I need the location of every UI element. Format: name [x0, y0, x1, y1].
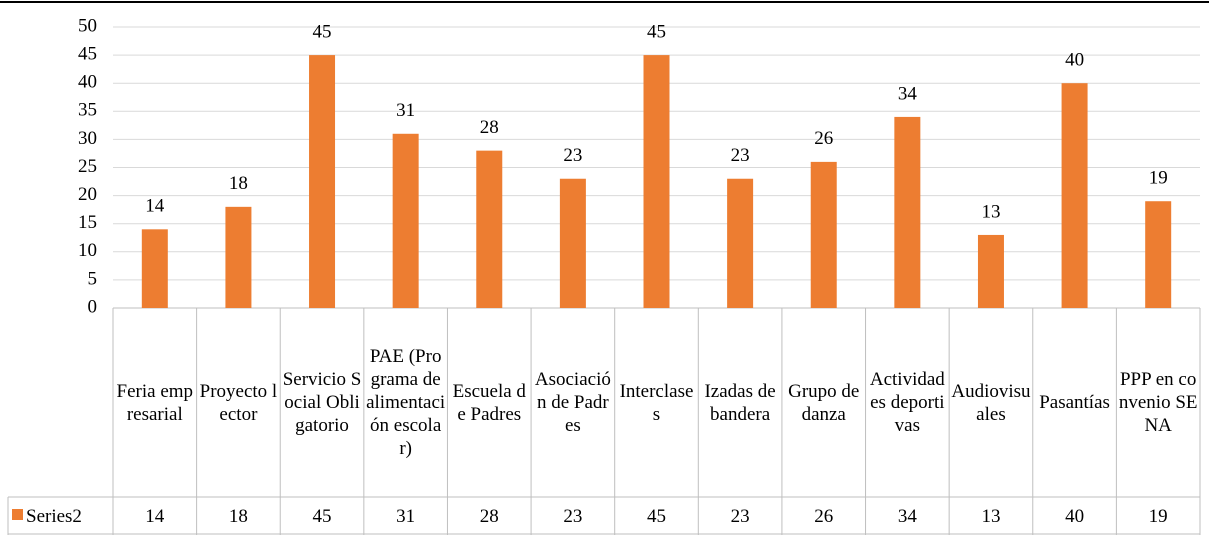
table-value: 19 [1148, 505, 1168, 527]
category-cell: PPP en convenio SENA [1118, 369, 1198, 436]
data-label: 45 [647, 21, 666, 42]
y-tick-label: 20 [78, 184, 97, 205]
data-label: 23 [563, 145, 582, 166]
data-label: 19 [1149, 168, 1168, 189]
table-value: 34 [897, 505, 917, 527]
table-value: 28 [479, 505, 499, 527]
y-tick-label: 50 [78, 15, 97, 36]
legend-label: Series2 [26, 505, 82, 527]
y-tick-label: 15 [78, 212, 97, 233]
y-tick-label: 25 [78, 156, 97, 177]
bar [643, 55, 670, 308]
table-value: 18 [228, 505, 248, 527]
category-cell: Pasantías [1039, 392, 1110, 413]
bar [810, 161, 837, 308]
category-cell: Proyecto lector [199, 380, 278, 425]
category-cell: Feria empresarial [116, 380, 194, 425]
data-label: 28 [480, 117, 499, 138]
data-label: 13 [981, 201, 1000, 222]
category-cell: Escuela de Padres [452, 380, 526, 425]
table-value: 31 [396, 505, 416, 527]
bar [1061, 83, 1088, 308]
category-cell: Interclases [619, 380, 694, 425]
y-tick-label: 5 [88, 268, 98, 289]
table-value: 13 [981, 505, 1001, 527]
bar [476, 150, 503, 308]
data-label: 18 [229, 173, 248, 194]
category-cell: Servicio Social Obligatorio [282, 369, 362, 436]
data-label: 23 [731, 145, 750, 166]
table-value: 40 [1065, 505, 1085, 527]
bar [309, 55, 336, 308]
bar [727, 178, 754, 308]
bar [559, 178, 586, 308]
data-label: 14 [145, 196, 165, 217]
table-value: 14 [145, 505, 165, 527]
bar [141, 229, 168, 308]
bar [1145, 201, 1172, 308]
y-tick-label: 40 [78, 72, 97, 93]
data-label: 34 [898, 83, 918, 104]
table-value: 45 [312, 505, 332, 527]
bar [392, 133, 419, 308]
data-label: 40 [1065, 50, 1084, 71]
data-label: 31 [396, 100, 415, 121]
data-label: 45 [313, 21, 332, 42]
y-tick-label: 30 [78, 128, 97, 149]
y-tick-label: 45 [78, 43, 97, 64]
y-tick-label: 35 [78, 100, 97, 121]
category-cell: Actividades deportivas [869, 369, 945, 436]
bar [894, 116, 921, 308]
bar [225, 206, 252, 308]
table-value: 23 [563, 505, 583, 527]
bar [977, 234, 1004, 308]
y-tick-label: 10 [78, 240, 97, 261]
data-label: 26 [814, 128, 833, 149]
table-value: 45 [646, 505, 666, 527]
category-cell: Izadas de bandera [704, 380, 776, 425]
legend-swatch [12, 509, 23, 520]
category-cell: Audiovisuales [951, 380, 1031, 425]
table-value: 26 [814, 505, 834, 527]
table-value: 23 [730, 505, 750, 527]
category-cell: Grupo de danza [788, 380, 860, 425]
category-cell: PAE (Programa de alimentación escolar) [366, 346, 446, 459]
category-cell: Asociación de Padres [534, 369, 611, 436]
y-tick-label: 0 [88, 296, 98, 317]
